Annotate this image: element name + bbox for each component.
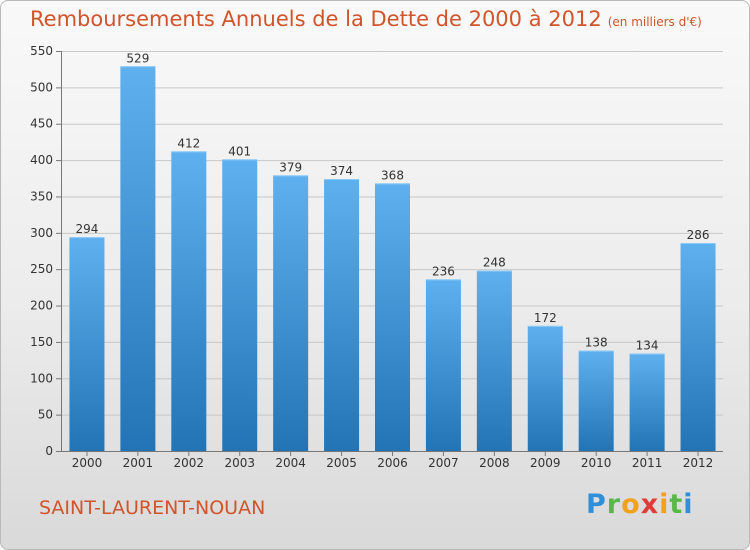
- value-label: 401: [228, 144, 251, 158]
- y-tick-label: 550: [30, 44, 53, 58]
- logo-letter: i: [683, 489, 694, 520]
- y-tick-label: 150: [30, 335, 53, 349]
- y-tick-label: 500: [30, 80, 53, 94]
- chart-unit: (en milliers d'€): [607, 15, 702, 29]
- bar-2004: [273, 175, 309, 451]
- value-label: 286: [687, 228, 710, 242]
- bar-2003: [222, 159, 258, 451]
- value-label: 368: [381, 168, 404, 182]
- logo-letter: o: [621, 489, 641, 520]
- x-tick-label: 2012: [683, 456, 714, 470]
- y-tick-label: 200: [30, 299, 53, 313]
- axes: [56, 51, 723, 456]
- y-tick-label: 100: [30, 371, 53, 385]
- x-tick-label: 2009: [530, 456, 561, 470]
- bars: [69, 66, 716, 451]
- value-label: 294: [76, 222, 99, 236]
- x-tick-label: 2007: [428, 456, 459, 470]
- x-tick-label: 2001: [123, 456, 154, 470]
- y-tick-label: 0: [45, 444, 53, 458]
- bar-2005: [324, 179, 360, 451]
- value-label: 412: [177, 136, 200, 150]
- y-tick-label: 50: [38, 408, 53, 422]
- value-label: 374: [330, 164, 353, 178]
- value-label: 138: [585, 336, 608, 350]
- x-tick-label: 2006: [377, 456, 408, 470]
- x-tick-label: 2000: [72, 456, 103, 470]
- bar-2011: [629, 353, 665, 451]
- x-tick-label: 2003: [224, 456, 255, 470]
- y-tick-label: 450: [30, 117, 53, 131]
- bar-2002: [171, 151, 207, 451]
- logo-letter: P: [586, 489, 607, 520]
- value-label: 236: [432, 264, 455, 278]
- chart-title-text: Remboursements Annuels de la Dette de 20…: [30, 7, 602, 31]
- x-tick-label: 2002: [174, 456, 205, 470]
- value-label: 248: [483, 256, 506, 270]
- value-label: 172: [534, 311, 557, 325]
- bar-2001: [120, 66, 156, 451]
- bar-2008: [476, 270, 512, 451]
- logo-letter: t: [669, 489, 684, 520]
- bar-2000: [69, 237, 105, 451]
- x-tick-label: 2010: [581, 456, 612, 470]
- bar-2010: [578, 350, 614, 451]
- bar-2006: [375, 183, 410, 451]
- bar-2012: [680, 243, 716, 451]
- logo-letter: r: [606, 489, 622, 520]
- value-label: 379: [279, 160, 302, 174]
- value-label: 134: [636, 339, 659, 353]
- chart-title: Remboursements Annuels de la Dette de 20…: [30, 7, 702, 31]
- proxiti-logo: Proxiti: [586, 489, 694, 520]
- x-tick-label: 2011: [632, 456, 663, 470]
- bar-2009: [527, 325, 563, 451]
- x-tick-label: 2008: [479, 456, 510, 470]
- y-tick-label: 300: [30, 226, 53, 240]
- y-tick-label: 250: [30, 262, 53, 276]
- labels: 0 50 100 150 200 250 300 350 400 450 500 550 294 2000…: [30, 44, 713, 470]
- y-tick-label: 400: [30, 153, 53, 167]
- x-tick-label: 2005: [326, 456, 357, 470]
- x-tick-label: 2004: [275, 456, 306, 470]
- logo-letter: x: [640, 489, 660, 520]
- logo-letter: i: [659, 489, 670, 520]
- value-label: 529: [126, 51, 149, 65]
- bar-2007: [425, 279, 461, 451]
- y-tick-label: 350: [30, 189, 53, 203]
- commune-name: SAINT-LAURENT-NOUAN: [39, 497, 266, 519]
